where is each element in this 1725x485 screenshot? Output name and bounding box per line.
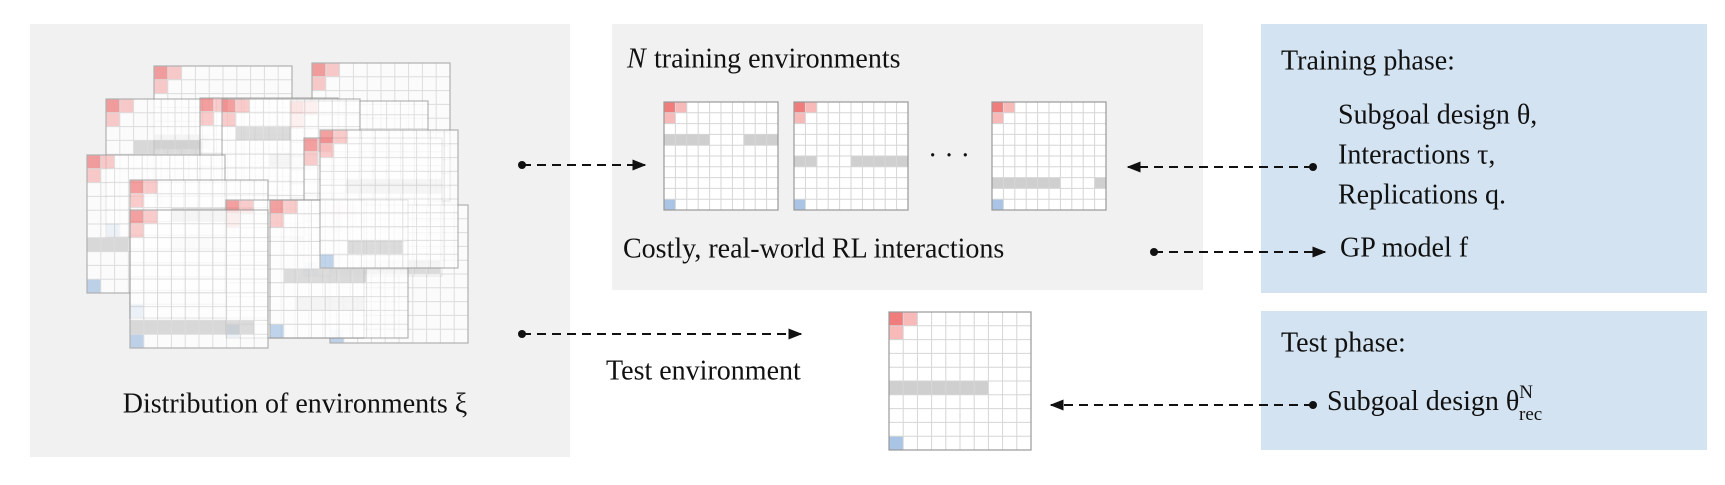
grid-border [319,129,459,269]
wall [133,140,203,155]
goal [992,199,1004,210]
start [130,180,144,194]
test-item-sup: N [1519,382,1533,403]
grid-border [991,101,1107,211]
grid-border [888,311,1032,451]
start [794,102,806,113]
grid-border [663,101,779,211]
grid-env [888,311,1032,451]
start [154,66,168,80]
training-item: Interactions τ, [1338,139,1495,170]
grids [86,62,1107,451]
grid-env [319,129,459,269]
start [270,200,284,214]
start [664,102,676,113]
start [87,155,101,169]
grid-env [793,101,909,211]
goal [87,279,101,293]
title-var: N [626,43,647,74]
start [106,99,120,113]
middle-caption: Costly, real-world RL interactions [623,233,1004,264]
test-label: Test environment [606,355,801,386]
test-title: Test phase: [1281,327,1406,358]
wall [743,134,778,146]
wall [1094,177,1106,189]
test-item: Subgoal design θN rec [1327,382,1542,425]
start [304,138,318,152]
goal [320,254,334,268]
middle-title: training environments [654,43,901,74]
grid-env [129,209,269,349]
start [222,99,236,113]
wall [87,237,129,252]
start [312,63,326,77]
goal [270,324,284,338]
grid-border [793,101,909,211]
grid-env [991,101,1107,211]
start [320,130,334,144]
wall [851,156,908,167]
training-title: Training phase: [1281,45,1455,76]
training-panel [1261,24,1707,293]
start [130,210,144,224]
start [992,102,1004,113]
wall [130,320,255,335]
ellipsis: · · · [928,140,970,171]
training-item: Subgoal design θ, [1338,99,1537,130]
training-item: Replications q. [1338,179,1506,210]
goal [130,334,144,348]
goal [794,199,806,210]
left-caption: Distribution of environments ξ [123,388,468,419]
grid-border [129,209,269,349]
wall [889,381,989,395]
test-item-text: Subgoal design θ [1327,386,1519,417]
start [889,312,904,326]
start [200,98,214,112]
gp-model: GP model f [1340,232,1469,263]
test-panel [1261,311,1707,450]
grid-env [663,101,779,211]
test-item-sub: rec [1519,404,1542,425]
goal [889,436,904,450]
goal [664,199,676,210]
